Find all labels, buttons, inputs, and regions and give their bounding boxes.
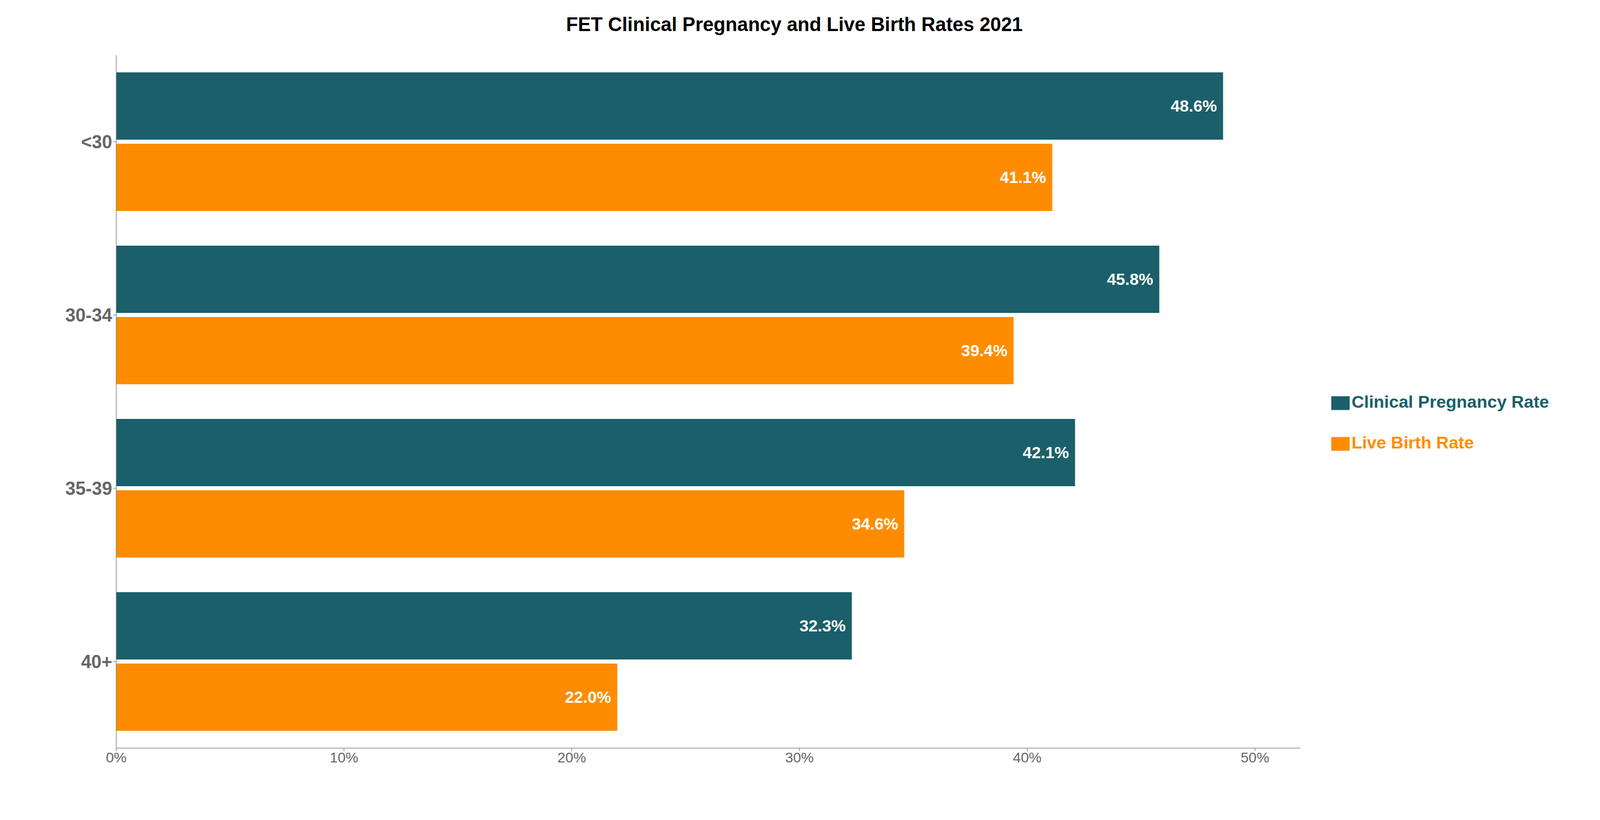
html-text:Live Birth Rate: Live Birth Rate [1351, 432, 1474, 453]
svg-text:22.0%: 22.0% [564, 688, 612, 707]
svg-text:30%: 30% [785, 750, 814, 766]
svg-text:40+: 40+ [81, 651, 113, 673]
svg-text:45.8%: 45.8% [1106, 270, 1154, 289]
svg-text:30-34: 30-34 [65, 304, 113, 326]
html-text:FET Clinical Pregnancy and Liv: FET Clinical Pregnancy and Live Birth Ra… [566, 13, 1023, 36]
svg-text:0%: 0% [106, 750, 127, 766]
svg-text:10%: 10% [329, 750, 359, 766]
svg-text:41.1%: 41.1% [999, 168, 1047, 187]
svg-text:<30: <30 [81, 131, 113, 153]
svg-text:20%: 20% [557, 750, 586, 766]
svg-text:48.6%: 48.6% [1170, 96, 1218, 116]
svg-text:35-39: 35-39 [65, 478, 113, 500]
svg-text:32.3%: 32.3% [799, 616, 846, 636]
html-text:Clinical Pregnancy Rate: Clinical Pregnancy Rate [1351, 392, 1550, 412]
svg-text:50%: 50% [1240, 750, 1270, 766]
svg-text:40%: 40% [1013, 750, 1042, 766]
svg-text:39.4%: 39.4% [961, 341, 1008, 360]
svg-text:42.1%: 42.1% [1022, 443, 1070, 462]
svg-text:34.6%: 34.6% [852, 514, 899, 534]
